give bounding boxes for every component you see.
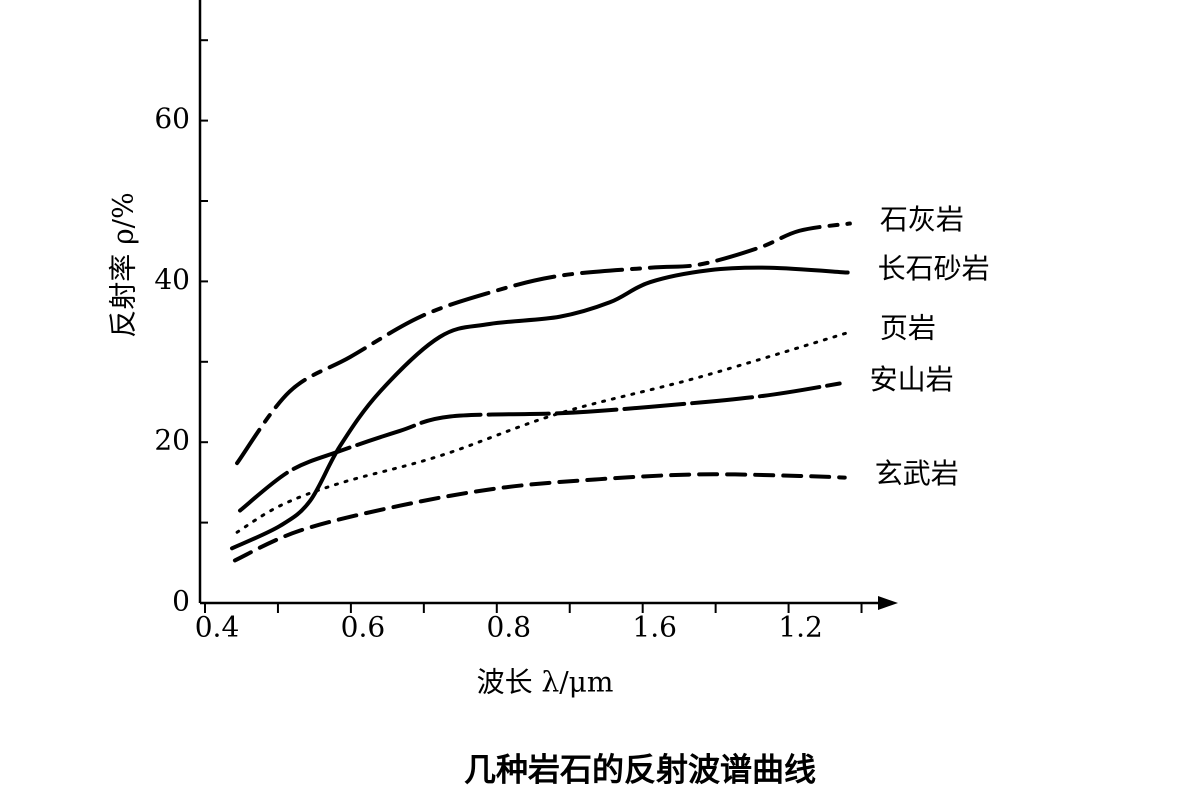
- x-tick-label: 0.8: [487, 611, 532, 644]
- series-label: 长石砂岩: [878, 252, 990, 285]
- y-tick-label: 0: [172, 585, 190, 618]
- y-tick-label: 40: [154, 263, 190, 296]
- y-axis-label: 反射率 ρ/%: [107, 192, 140, 337]
- series-label: 玄武岩: [875, 457, 959, 490]
- chart-title: 几种岩石的反射波谱曲线: [464, 751, 816, 789]
- x-tick-label: 1.6: [632, 611, 677, 644]
- series-label: 安山岩: [870, 363, 954, 396]
- x-tick-label: 1.2: [778, 611, 823, 644]
- x-axis-label: 波长 λ/μm: [477, 666, 614, 699]
- y-tick-label: 20: [154, 424, 190, 457]
- line-series: [229, 265, 850, 551]
- line-series: [235, 221, 852, 466]
- line-series: [232, 472, 847, 563]
- x-tick-label: 0.6: [341, 611, 386, 644]
- x-axis-arrow: [878, 596, 898, 610]
- line-series: [235, 330, 852, 534]
- series-label: 页岩: [880, 312, 936, 345]
- y-tick-label: 60: [154, 102, 190, 135]
- x-tick-label: 0.4: [195, 611, 240, 644]
- line-series: [238, 381, 842, 513]
- series-label: 石灰岩: [880, 203, 964, 236]
